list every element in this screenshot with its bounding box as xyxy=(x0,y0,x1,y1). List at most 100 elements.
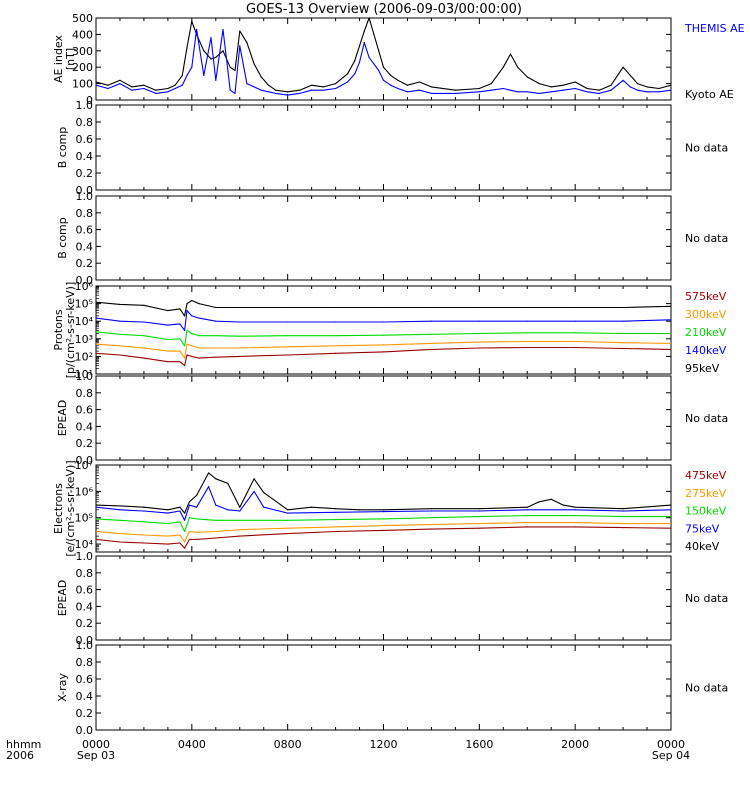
data-point xyxy=(287,91,289,93)
y-axis-title: EPEAD xyxy=(56,580,69,617)
data-point xyxy=(267,91,270,93)
data-point xyxy=(198,347,200,349)
data-point xyxy=(629,74,631,76)
x-tick-label: 0800 xyxy=(274,738,302,751)
y-tick-label: 400 xyxy=(72,28,93,41)
data-point xyxy=(418,81,421,83)
y-tick-label: 1.0 xyxy=(76,190,94,203)
data-point xyxy=(143,510,145,512)
data-point xyxy=(119,333,121,335)
data-point xyxy=(334,511,337,513)
data-point xyxy=(622,332,624,335)
data-point xyxy=(526,340,528,343)
data-point xyxy=(179,542,181,544)
y-tick-label: 0.8 xyxy=(76,116,94,129)
series-group-protons xyxy=(96,299,671,367)
data-point xyxy=(227,482,229,485)
data-point xyxy=(267,84,270,86)
data-point xyxy=(670,509,671,511)
data-point xyxy=(574,320,576,322)
data-point xyxy=(430,342,433,344)
data-point xyxy=(334,83,337,85)
data-point xyxy=(191,332,193,335)
series-line-themis-ae xyxy=(96,28,671,96)
data-point xyxy=(179,534,181,536)
data-point xyxy=(430,517,433,519)
data-point xyxy=(167,324,169,326)
y-tick-label: 0.4 xyxy=(76,690,94,703)
data-point xyxy=(263,506,265,508)
data-point xyxy=(670,89,671,91)
data-point xyxy=(382,518,385,520)
data-point xyxy=(239,510,241,512)
data-point xyxy=(382,334,385,336)
data-point xyxy=(246,83,248,85)
data-point xyxy=(167,522,169,525)
data-point xyxy=(287,321,289,323)
data-point xyxy=(196,538,198,541)
data-point xyxy=(287,94,289,96)
data-point xyxy=(430,523,433,526)
data-point xyxy=(323,89,325,91)
panel-frame-bcomp2 xyxy=(95,195,672,281)
x-tick-label: 1200 xyxy=(370,738,398,751)
data-point xyxy=(215,56,217,58)
y-tick-label: 0.0 xyxy=(76,454,94,467)
data-point xyxy=(203,74,205,76)
y-axis-title: [p/(cm²-s-sr-keV)] xyxy=(64,282,77,379)
hhmm-label: hhmm xyxy=(6,738,41,751)
data-point xyxy=(526,522,528,524)
data-point xyxy=(96,506,97,508)
x-tick-label: 0000 xyxy=(657,738,685,751)
data-point xyxy=(215,537,217,539)
data-point xyxy=(574,346,576,349)
data-point xyxy=(275,92,277,95)
legend-275kev: 275keV xyxy=(685,487,727,500)
data-point xyxy=(287,346,289,348)
data-point xyxy=(179,308,181,310)
x-tick-label: 0400 xyxy=(178,738,206,751)
series-line-210kev xyxy=(96,329,671,347)
data-point xyxy=(430,92,433,95)
data-point xyxy=(196,531,198,533)
data-point xyxy=(287,509,289,511)
data-point xyxy=(373,63,375,65)
data-point xyxy=(382,79,385,81)
data-point xyxy=(397,87,399,90)
data-point xyxy=(96,530,97,533)
data-point xyxy=(526,306,528,309)
data-point xyxy=(454,89,456,91)
data-point xyxy=(179,510,181,512)
data-point xyxy=(198,335,200,337)
data-point xyxy=(191,355,193,357)
data-point xyxy=(574,306,576,309)
data-point xyxy=(186,303,188,305)
panel-epead1: 0.0 0.2 0.4 0.6 0.8 1.0 EPEAD No data xyxy=(56,370,728,467)
data-point xyxy=(184,547,186,549)
data-point xyxy=(96,317,97,319)
no-data-label: No data xyxy=(685,412,728,425)
data-point xyxy=(167,543,169,545)
data-point xyxy=(406,84,409,86)
legend-150kev: 150keV xyxy=(685,505,727,518)
data-point xyxy=(574,81,576,83)
legend-575kev: 575keV xyxy=(685,290,727,303)
data-point xyxy=(526,509,528,511)
data-point xyxy=(143,321,145,323)
data-point xyxy=(430,86,433,88)
data-point xyxy=(334,345,337,347)
data-point xyxy=(143,357,145,359)
panel-frame-epead1 xyxy=(95,375,672,461)
data-point xyxy=(179,521,181,523)
no-data-label: No data xyxy=(685,682,728,695)
data-point xyxy=(143,347,145,349)
data-point xyxy=(143,521,145,523)
y-tick-label: 500 xyxy=(72,12,93,25)
x-tick-label: 0000 xyxy=(82,738,110,751)
y-tick-label: 0.6 xyxy=(76,673,94,686)
series-line-kyoto-ae xyxy=(96,18,671,93)
data-point xyxy=(670,305,671,307)
data-point xyxy=(334,87,337,90)
y-tick-label: 0.6 xyxy=(76,133,94,146)
y-tick-label: 10⁷ xyxy=(75,459,93,472)
